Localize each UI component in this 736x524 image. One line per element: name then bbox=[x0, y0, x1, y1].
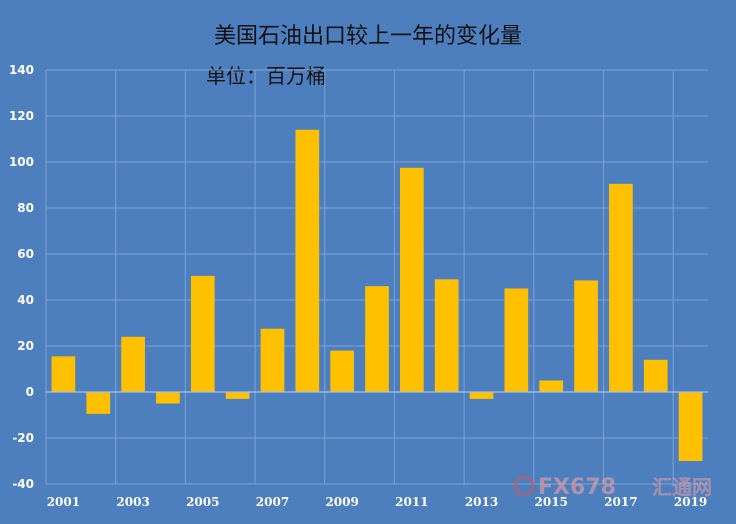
bar bbox=[609, 183, 633, 392]
bar bbox=[51, 356, 76, 392]
bar bbox=[469, 392, 494, 399]
bar bbox=[678, 392, 703, 461]
watermark-cn: 汇通网 bbox=[652, 475, 712, 499]
chart-title: 美国石油出口较上一年的变化量 bbox=[213, 24, 522, 49]
y-tick-label: -40 bbox=[12, 477, 34, 491]
bar bbox=[399, 167, 424, 392]
y-tick-label: -20 bbox=[12, 431, 34, 445]
bar bbox=[260, 328, 285, 392]
x-tick-label: 2013 bbox=[465, 495, 498, 509]
bar bbox=[225, 392, 250, 399]
bar bbox=[504, 288, 529, 392]
x-tick-label: 2011 bbox=[395, 495, 428, 509]
y-tick-label: 120 bbox=[9, 109, 34, 123]
bar bbox=[190, 275, 215, 392]
bar bbox=[121, 336, 145, 392]
bar bbox=[539, 380, 564, 392]
bar bbox=[330, 350, 355, 392]
bar bbox=[86, 392, 111, 414]
x-tick-label: 2017 bbox=[604, 495, 637, 509]
x-tick-label: 2009 bbox=[325, 495, 358, 509]
bar bbox=[365, 286, 389, 392]
x-tick-label: 2007 bbox=[256, 495, 289, 509]
x-tick-label: 2015 bbox=[535, 495, 568, 509]
y-tick-label: 0 bbox=[26, 385, 34, 399]
x-tick-label: 2005 bbox=[186, 495, 219, 509]
y-tick-label: 20 bbox=[17, 339, 34, 353]
x-tick-label: 2003 bbox=[116, 495, 149, 509]
y-tick-label: 100 bbox=[9, 155, 34, 169]
watermark-brand: FX678 bbox=[538, 475, 616, 500]
bar bbox=[643, 359, 668, 392]
y-tick-label: 140 bbox=[9, 63, 34, 77]
bar bbox=[156, 392, 180, 404]
y-tick-label: 60 bbox=[17, 247, 34, 261]
bar bbox=[574, 280, 598, 392]
y-tick-label: 80 bbox=[17, 201, 34, 215]
x-tick-label: 2001 bbox=[47, 495, 80, 509]
bar bbox=[295, 129, 320, 393]
bar bbox=[434, 279, 459, 392]
x-tick-label: 2019 bbox=[674, 495, 707, 509]
y-tick-label: 40 bbox=[17, 293, 34, 307]
chart-subtitle: 单位：百万桶 bbox=[206, 64, 326, 88]
watermark-logo-icon bbox=[513, 475, 535, 497]
